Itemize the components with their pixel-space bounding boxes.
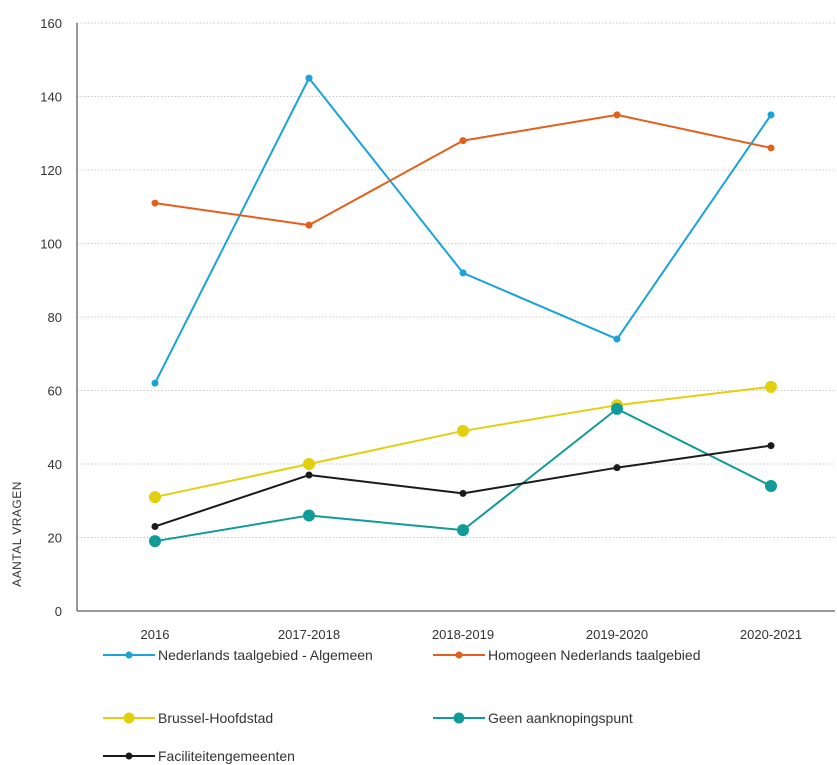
data-point <box>151 199 159 207</box>
data-point <box>767 442 775 450</box>
data-point <box>767 144 775 152</box>
x-tick-label: 2017-2018 <box>278 627 340 642</box>
legend-item: Geen aanknopingspunt <box>433 710 633 726</box>
series-2 <box>151 111 775 229</box>
legend-marker <box>125 752 133 760</box>
data-point <box>613 464 621 472</box>
legend-label: Faciliteitengemeenten <box>158 748 295 764</box>
data-point <box>457 424 469 437</box>
y-tick-label: 140 <box>40 90 62 105</box>
data-point <box>303 458 315 470</box>
data-point <box>305 74 313 82</box>
data-point <box>303 509 315 522</box>
data-point <box>149 491 161 504</box>
data-point <box>765 380 777 393</box>
y-tick-label: 120 <box>40 163 62 178</box>
y-tick-label: 80 <box>48 310 62 325</box>
legend-label: Brussel-Hoofdstad <box>158 710 273 726</box>
data-point <box>305 221 313 229</box>
y-tick-label: 0 <box>55 604 62 619</box>
x-tick-label: 2018-2019 <box>432 627 494 642</box>
data-point <box>767 111 775 119</box>
data-point <box>459 269 467 277</box>
legend-label: Nederlands taalgebied - Algemeen <box>158 647 373 663</box>
y-axis-ticks: 0 20 40 60 80 100 120 140 160 <box>40 16 62 619</box>
data-point <box>151 522 159 530</box>
legend-label: Geen aanknopingspunt <box>488 710 633 726</box>
data-point <box>151 379 159 387</box>
legend-marker <box>453 712 465 724</box>
data-point <box>305 471 313 479</box>
legend-marker <box>455 651 463 659</box>
y-tick-label: 100 <box>40 237 62 252</box>
y-tick-label: 20 <box>48 531 62 546</box>
series-line <box>154 77 772 384</box>
data-point <box>459 137 467 145</box>
y-tick-label: 60 <box>48 384 62 399</box>
series-4 <box>149 402 777 548</box>
x-tick-label: 2020-2021 <box>740 627 802 642</box>
x-axis-ticks: 2016 2017-2018 2018-2019 2019-2020 2020-2021 <box>141 627 803 642</box>
legend-marker <box>123 712 135 724</box>
data-point <box>765 480 777 493</box>
gridlines <box>77 22 835 538</box>
legend: Nederlands taalgebied - Algemeen Homogeen… <box>103 647 700 764</box>
x-tick-label: 2019-2020 <box>586 627 648 642</box>
legend-item: Homogeen Nederlands taalgebied <box>433 647 700 663</box>
series-line <box>154 385 772 499</box>
legend-label: Homogeen Nederlands taalgebied <box>488 647 700 663</box>
y-tick-label: 160 <box>40 16 62 31</box>
legend-marker <box>125 651 133 659</box>
legend-item: Faciliteitengemeenten <box>103 748 295 764</box>
axes <box>76 23 835 612</box>
series-5 <box>151 442 775 530</box>
x-tick-label: 2016 <box>141 627 170 642</box>
data-point <box>459 489 467 497</box>
data-point <box>613 335 621 343</box>
data-point <box>149 535 161 548</box>
series-line <box>154 444 772 528</box>
data-point <box>457 524 469 537</box>
data-point <box>611 402 623 415</box>
series-group <box>149 74 777 548</box>
legend-item: Nederlands taalgebied - Algemeen <box>103 647 373 663</box>
series-1 <box>151 74 775 387</box>
data-point <box>613 111 621 119</box>
legend-item: Brussel-Hoofdstad <box>103 710 273 726</box>
y-tick-label: 40 <box>48 457 62 472</box>
y-axis-title: AANTAL VRAGEN <box>10 481 24 587</box>
